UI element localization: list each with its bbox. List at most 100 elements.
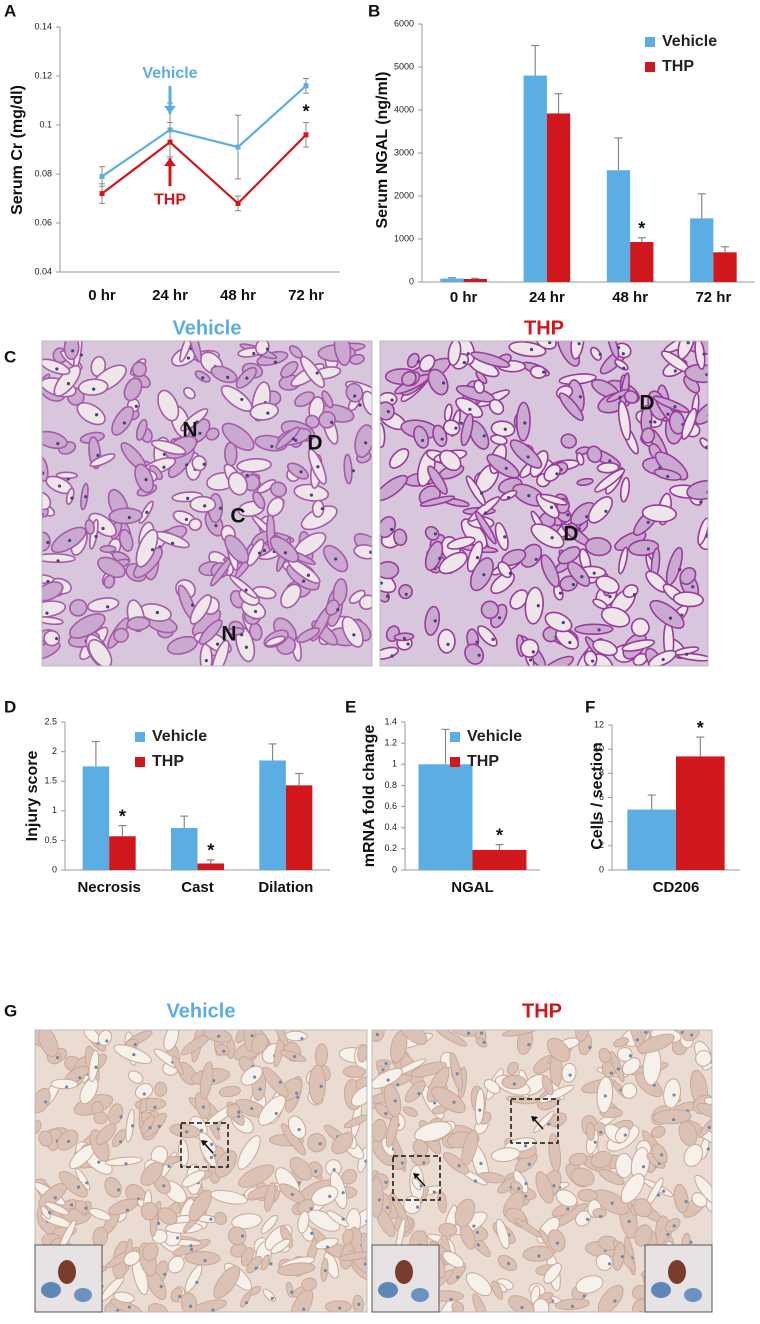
nucleus (524, 1181, 528, 1186)
nucleus (295, 1091, 299, 1095)
tubule (191, 455, 207, 472)
tubule (35, 1088, 51, 1114)
x-tick-label: 72 hr (288, 287, 324, 304)
nucleus (582, 1294, 586, 1298)
tubule (221, 422, 255, 451)
nucleus (455, 1072, 459, 1076)
nucleus (482, 434, 486, 438)
nucleus (119, 1115, 123, 1119)
image-title: Vehicle (167, 1000, 236, 1022)
y-tick-label: 1 (52, 805, 57, 815)
tubule (652, 1109, 692, 1125)
structure-label: C (230, 505, 245, 528)
tubule (401, 370, 417, 387)
nucleus (479, 1161, 483, 1166)
tubule (224, 534, 250, 564)
nucleus (270, 1296, 274, 1300)
nucleus (127, 515, 131, 520)
bar (259, 760, 286, 870)
tubule (584, 537, 612, 557)
nucleus (328, 1194, 332, 1198)
nucleus (593, 1140, 597, 1144)
point (167, 139, 173, 145)
tubule (184, 1264, 203, 1293)
nucleus (452, 1100, 456, 1104)
inset-cell (651, 1282, 671, 1298)
nucleus (244, 1301, 249, 1305)
nucleus (167, 1164, 171, 1169)
tubule (264, 1181, 276, 1212)
nucleus (189, 1244, 193, 1248)
series-label: THP (154, 191, 186, 208)
nucleus (616, 1067, 621, 1071)
tubule (350, 1085, 367, 1107)
nucleus (201, 1105, 206, 1109)
nucleus (78, 1076, 82, 1080)
nucleus (673, 405, 677, 409)
nucleus (162, 465, 166, 469)
tubule (515, 401, 531, 442)
tubule (218, 1085, 241, 1098)
y-tick-label: 12 (594, 719, 604, 729)
nucleus (257, 551, 262, 555)
nucleus (641, 1165, 646, 1169)
tubule (633, 1198, 653, 1218)
nucleus (363, 1262, 367, 1266)
nucleus (523, 421, 527, 425)
tubule (42, 358, 71, 376)
tubule (274, 1030, 289, 1047)
tubule (331, 1132, 354, 1155)
tubule (265, 635, 286, 647)
bar (690, 218, 714, 282)
tubule (618, 546, 629, 575)
nucleus (433, 532, 437, 536)
tubule (600, 606, 631, 628)
x-tick-label: NGAL (451, 879, 494, 896)
tubule (42, 430, 68, 450)
panel-letter: D (4, 697, 16, 716)
nucleus (314, 1169, 318, 1173)
nucleus (691, 585, 695, 589)
tubule (427, 368, 449, 396)
nucleus (106, 605, 110, 609)
tubule (540, 554, 560, 588)
nucleus (209, 1155, 213, 1160)
nucleus (673, 369, 677, 373)
tubule (535, 1171, 554, 1204)
nucleus (708, 347, 711, 350)
tubule (630, 617, 650, 637)
tubule (142, 1242, 159, 1262)
nucleus (214, 524, 218, 528)
nucleus (390, 398, 394, 402)
bar (463, 278, 487, 282)
nucleus (547, 1122, 551, 1126)
tubule (103, 574, 116, 589)
nucleus (92, 387, 96, 391)
tubule (597, 1284, 624, 1312)
nucleus (199, 1128, 204, 1132)
tubule (240, 1247, 254, 1267)
nucleus (689, 1033, 694, 1037)
y-tick-label: 3000 (394, 147, 414, 157)
tubule (442, 1152, 470, 1175)
tubule (546, 1037, 571, 1062)
inset-cell (668, 1260, 686, 1284)
tubule (288, 345, 303, 359)
nucleus (646, 547, 650, 551)
nucleus (566, 1207, 570, 1211)
y-tick-label: 0.08 (34, 168, 52, 178)
nucleus (685, 652, 689, 656)
tubule (305, 414, 320, 429)
nucleus (609, 1071, 614, 1075)
y-tick-label: 0.1 (39, 119, 52, 129)
tubule (361, 390, 372, 416)
tubule (595, 575, 620, 594)
tubule (135, 418, 148, 441)
nucleus (358, 403, 362, 407)
tubule (398, 584, 413, 600)
nucleus (338, 1306, 342, 1310)
tubule (55, 471, 79, 480)
series-label: Vehicle (142, 65, 197, 82)
nucleus (84, 495, 88, 499)
tubule (607, 341, 620, 360)
